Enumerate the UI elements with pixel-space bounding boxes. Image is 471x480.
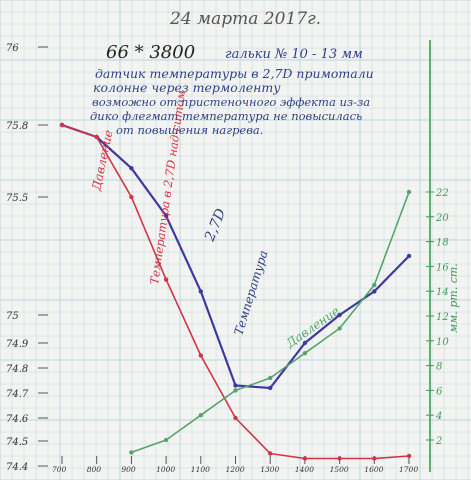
data-point [198, 289, 203, 294]
subtitle-label: гальки № 10 - 13 мм [225, 47, 363, 62]
data-point [198, 413, 203, 418]
data-point [372, 282, 377, 288]
data-point [268, 375, 273, 381]
data-point [302, 340, 308, 346]
x-tick-label: 1100 [191, 465, 210, 474]
data-point [129, 450, 134, 455]
data-point [372, 456, 377, 461]
data-point [268, 385, 273, 391]
code-label: 66 * 3800 [106, 42, 195, 63]
x-tick-label: 1600 [364, 465, 383, 474]
data-point [406, 453, 412, 459]
annotation-red-top: Давление [89, 129, 116, 193]
right-axis-label: мм. рт. ст. [447, 263, 460, 333]
left-tick-label: 76 [6, 43, 19, 54]
series-line [61, 124, 410, 460]
data-point [302, 456, 308, 461]
data-point [163, 277, 169, 282]
right-tick-label: 22 [435, 188, 449, 199]
left-tick-label: 75.8 [6, 121, 28, 132]
left-tick-label: 74.7 [6, 389, 29, 400]
data-point [337, 326, 342, 331]
annotation-blue-top: 2,7D [201, 206, 229, 244]
left-tick-label: 75 [6, 311, 19, 322]
data-point [233, 388, 238, 393]
left-tick-label: 74.4 [6, 462, 28, 473]
right-tick-label: 4 [435, 411, 442, 422]
x-axis-ticks: 700 800 900 1000 1100 1200 1300 1400 1500 1600 170… [52, 456, 418, 474]
x-tick-label: 1000 [156, 465, 175, 474]
annotation-green: Давление [283, 304, 342, 351]
data-point [406, 253, 412, 259]
left-tick-label: 74.9 [6, 339, 29, 350]
right-axis-ticks: 2 4 6 8 10 12 14 16 18 20 22 [426, 188, 449, 447]
note-line-1: датчик температуры в 2,7D примотали [95, 66, 374, 81]
data-point [94, 134, 99, 140]
x-tick-label: 800 [87, 465, 102, 474]
annotation-blue-bottom: Температура [231, 249, 270, 337]
note-line-5: от повышения нагрева. [116, 123, 263, 137]
left-axis-ticks: 76 75.8 75.5 75 74.9 74.8 74.7 74.6 74.5 74.4 [6, 43, 48, 473]
right-tick-label: 8 [436, 362, 442, 373]
data-point [268, 451, 273, 456]
note-line-4: дико флегмат температура не повысилась [90, 109, 362, 123]
data-point [163, 213, 169, 219]
right-tick-label: 6 [436, 386, 443, 397]
data-point [406, 189, 412, 195]
data-point [337, 456, 342, 461]
right-tick-label: 10 [436, 337, 449, 348]
right-tick-label: 20 [435, 213, 449, 224]
left-tick-label: 74.6 [6, 414, 29, 425]
x-tick-label: 1500 [330, 465, 349, 474]
right-tick-label: 2 [435, 436, 442, 447]
x-tick-label: 1700 [399, 465, 418, 474]
x-tick-label: 1300 [260, 465, 279, 474]
data-point [198, 353, 203, 358]
x-tick-label: 700 [52, 465, 67, 474]
left-tick-label: 74.5 [6, 437, 28, 448]
data-point [129, 194, 134, 200]
data-point [372, 289, 377, 294]
series-layer [59, 122, 412, 461]
right-tick-label: 12 [436, 312, 449, 323]
x-tick-label: 1400 [295, 465, 314, 474]
x-tick-label: 900 [121, 465, 136, 474]
series-line [60, 123, 411, 390]
left-tick-label: 74.8 [6, 364, 28, 375]
data-point [302, 351, 308, 356]
right-tick-label: 18 [436, 238, 449, 249]
data-point [129, 166, 134, 171]
data-point [233, 383, 238, 388]
note-line-3: возможно от пристеночного эффекта из-за [92, 95, 370, 109]
data-point [233, 415, 238, 421]
date-heading: 24 марта 2017г. [169, 9, 321, 29]
left-tick-label: 75.5 [6, 193, 28, 204]
data-point [337, 312, 342, 318]
data-point [59, 122, 65, 128]
x-tick-label: 1200 [226, 465, 245, 474]
data-point [163, 437, 169, 443]
right-tick-label: 16 [436, 262, 449, 273]
right-tick-label: 14 [436, 287, 449, 298]
note-line-2: колонне через термоленту [93, 80, 281, 95]
